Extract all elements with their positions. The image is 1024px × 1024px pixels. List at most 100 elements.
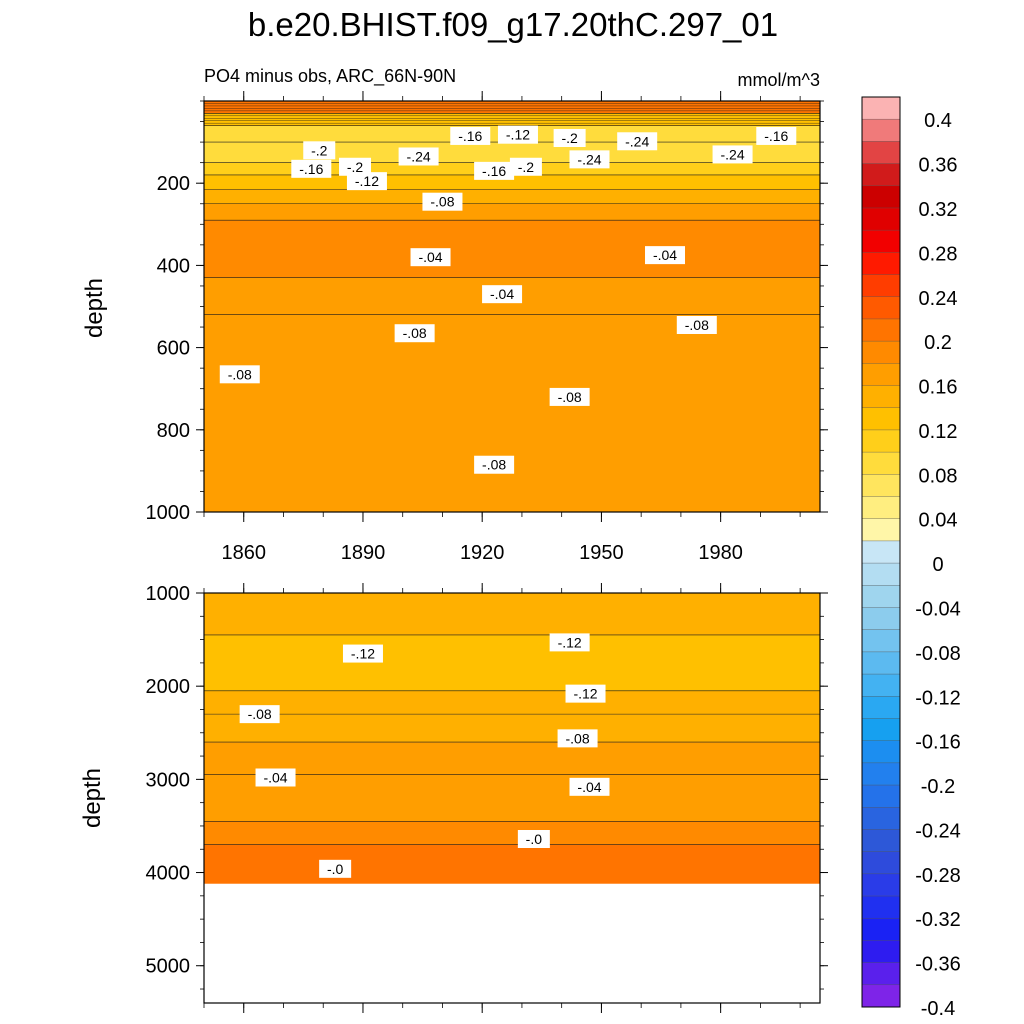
y-tick-label: 1000 — [146, 502, 191, 524]
upper-y-axis-label: depth — [81, 278, 108, 338]
contour-label-text: -.16 — [482, 163, 506, 179]
colorbar-swatch — [862, 496, 900, 520]
contour-label-text: -.04 — [418, 249, 442, 265]
x-tick-label: 1890 — [341, 542, 386, 564]
colorbar-swatch — [862, 629, 900, 653]
contour-label: -.16 — [450, 126, 491, 145]
colorbar-tick-label: -0.4 — [921, 998, 955, 1020]
contour-label: -.12 — [342, 644, 383, 663]
contour-label: -.12 — [565, 684, 606, 703]
colorbar-tick-label: -0.24 — [915, 820, 961, 842]
colorbar-tick-label: 0.4 — [924, 110, 952, 132]
contour-label-text: -.0 — [526, 831, 543, 847]
contour-band — [204, 593, 820, 635]
colorbar-swatch — [862, 296, 900, 320]
contour-label: -.24 — [712, 145, 753, 164]
contour-label: -.16 — [756, 126, 797, 145]
colorbar-tick-label: 0.32 — [919, 199, 958, 221]
contour-band — [204, 220, 820, 278]
contour-label-text: -.08 — [228, 366, 252, 382]
y-tick-label: 1000 — [146, 583, 191, 605]
colorbar-swatch — [862, 696, 900, 719]
colorbar-tick-label: -0.04 — [915, 598, 961, 620]
colorbar-swatch — [862, 984, 900, 1008]
colorbar-swatch — [862, 873, 900, 897]
colorbar-tick-label: 0.16 — [919, 377, 958, 399]
units-label: mmol/m^3 — [738, 70, 820, 90]
contour-label: -.08 — [549, 387, 590, 406]
contour-label: -.04 — [645, 246, 686, 265]
lower-y-axis-label: depth — [79, 768, 106, 828]
contour-band — [204, 844, 820, 884]
contour-label: -.24 — [617, 132, 658, 151]
colorbar-swatch — [862, 341, 900, 364]
contour-label: -.2 — [339, 157, 372, 176]
colorbar-frame — [861, 96, 901, 1008]
contour-band — [204, 314, 820, 512]
contour-label: -.24 — [398, 147, 439, 166]
contour-label-text: -.24 — [577, 151, 601, 167]
colorbar-swatch — [862, 918, 900, 941]
colorbar-tick-label: -0.28 — [915, 865, 961, 887]
contour-label: -.04 — [482, 285, 523, 304]
contour-label: -.08 — [219, 365, 260, 384]
contour-label-text: -.0 — [327, 861, 344, 877]
y-tick-label: 2000 — [146, 676, 191, 698]
colorbar-swatch — [862, 540, 900, 564]
contour-label: -.08 — [239, 705, 280, 724]
contour-label: -.08 — [422, 192, 463, 211]
contour-label: -.12 — [497, 125, 538, 144]
colorbar-swatch — [862, 851, 900, 875]
colorbar-swatch — [862, 163, 900, 187]
contour-label-text: -.12 — [506, 127, 530, 143]
colorbar-tick-label: 0.24 — [919, 288, 958, 310]
colorbar-swatch — [862, 474, 900, 498]
colorbar-swatch — [862, 207, 900, 231]
colorbar: 0.4 0.36 0.32 0.28 0.24 0.2 0.16 0.12 0.08 0.04 0 -… — [861, 96, 961, 1020]
contour-label-text: -.2 — [561, 130, 578, 146]
y-tick-label: 200 — [157, 173, 190, 195]
colorbar-tick-label: -0.12 — [915, 687, 961, 709]
contour-label-text: -.12 — [355, 173, 379, 189]
contour-label: -.0 — [319, 859, 352, 878]
contour-label: -.08 — [557, 729, 598, 748]
colorbar-swatch — [862, 651, 900, 675]
lower-panel: -.12 -.12 -.12 -.08 -.08 -.04 -.04 -.0 -.0 1000 20… — [146, 583, 828, 1013]
chart-subtitle: PO4 minus obs, ARC_66N-90N — [204, 66, 456, 87]
contour-label: -.16 — [291, 159, 332, 178]
contour-label: -.04 — [255, 768, 296, 787]
contour-label: -.2 — [509, 157, 542, 176]
contour-band — [204, 690, 820, 715]
colorbar-swatch — [862, 252, 900, 276]
colorbar-tick-label: -0.08 — [915, 643, 961, 665]
contour-label: -.24 — [569, 150, 610, 169]
contour-label-text: -.16 — [764, 128, 788, 144]
colorbar-swatch — [862, 762, 900, 786]
colorbar-swatch — [862, 452, 900, 475]
contour-label: -.04 — [569, 777, 610, 796]
contour-band — [204, 203, 820, 221]
contour-label: -.12 — [346, 172, 387, 191]
contour-band — [204, 189, 820, 204]
colorbar-tick-label: 0 — [932, 554, 943, 576]
contour-label-text: -.08 — [248, 706, 272, 722]
colorbar-swatch — [862, 318, 900, 342]
contour-label-text: -.2 — [347, 159, 364, 175]
contour-label-text: -.12 — [573, 686, 597, 702]
colorbar-swatch — [862, 97, 900, 120]
colorbar-swatch — [862, 363, 900, 387]
colorbar-swatch — [862, 785, 900, 808]
colorbar-swatch — [862, 940, 900, 964]
contour-label-text: -.04 — [577, 779, 601, 795]
x-tick-label: 1920 — [460, 542, 505, 564]
contour-label: -.0 — [517, 830, 550, 848]
contour-label: -.16 — [474, 161, 515, 180]
colorbar-swatch — [862, 829, 900, 853]
contour-label-text: -.08 — [430, 194, 454, 210]
contour-label-text: -.04 — [263, 770, 287, 786]
colorbar-swatch — [862, 385, 900, 409]
colorbar-swatch — [862, 407, 900, 431]
colorbar-swatch — [862, 807, 900, 830]
colorbar-swatch — [862, 141, 900, 165]
contour-label-text: -.2 — [518, 159, 535, 175]
